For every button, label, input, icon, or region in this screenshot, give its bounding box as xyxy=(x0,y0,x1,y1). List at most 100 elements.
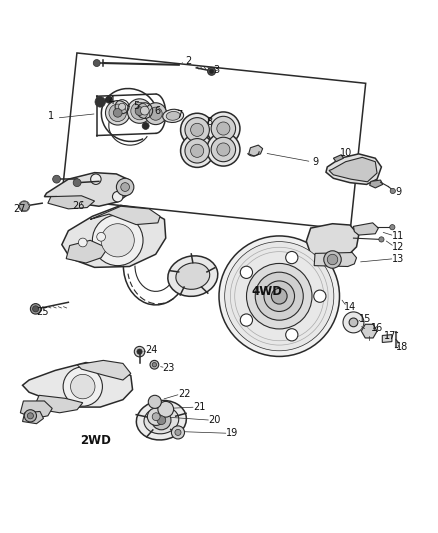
Circle shape xyxy=(211,138,236,161)
Text: 3: 3 xyxy=(214,65,220,75)
Circle shape xyxy=(240,266,253,278)
Polygon shape xyxy=(48,196,95,209)
Text: 12: 12 xyxy=(392,242,404,252)
Text: 16: 16 xyxy=(371,322,383,333)
Circle shape xyxy=(24,410,36,422)
Circle shape xyxy=(255,272,303,320)
Circle shape xyxy=(217,143,230,156)
Polygon shape xyxy=(33,395,83,413)
Circle shape xyxy=(117,179,134,196)
Ellipse shape xyxy=(144,407,179,434)
Text: 6: 6 xyxy=(154,106,160,116)
Circle shape xyxy=(180,113,214,147)
Ellipse shape xyxy=(166,111,180,120)
Circle shape xyxy=(180,134,214,167)
Circle shape xyxy=(185,139,209,163)
Circle shape xyxy=(142,123,149,130)
Circle shape xyxy=(53,175,60,183)
Polygon shape xyxy=(306,224,359,257)
Text: 22: 22 xyxy=(178,389,191,399)
Circle shape xyxy=(379,237,384,242)
Circle shape xyxy=(208,67,215,75)
Polygon shape xyxy=(326,154,381,184)
Circle shape xyxy=(247,263,312,329)
Polygon shape xyxy=(333,155,343,161)
Circle shape xyxy=(327,254,338,265)
Polygon shape xyxy=(329,157,377,182)
Text: 5: 5 xyxy=(133,101,139,111)
Circle shape xyxy=(121,183,130,191)
Circle shape xyxy=(217,122,230,135)
Circle shape xyxy=(95,96,106,107)
Circle shape xyxy=(141,106,149,115)
Polygon shape xyxy=(62,205,166,268)
Circle shape xyxy=(92,215,143,265)
Polygon shape xyxy=(44,173,131,206)
Circle shape xyxy=(106,96,113,103)
Circle shape xyxy=(135,107,144,116)
Polygon shape xyxy=(370,180,383,188)
Polygon shape xyxy=(77,360,131,380)
Circle shape xyxy=(73,179,81,187)
Circle shape xyxy=(211,116,236,141)
Circle shape xyxy=(32,306,39,312)
Circle shape xyxy=(175,430,181,435)
Text: 1: 1 xyxy=(48,111,54,121)
Circle shape xyxy=(148,408,165,425)
Text: 2WD: 2WD xyxy=(81,434,111,447)
Circle shape xyxy=(78,238,87,247)
Text: 24: 24 xyxy=(145,345,158,356)
Circle shape xyxy=(191,123,204,136)
Polygon shape xyxy=(90,206,160,224)
Circle shape xyxy=(207,112,240,145)
Circle shape xyxy=(185,118,209,142)
Text: 9: 9 xyxy=(395,187,401,197)
Circle shape xyxy=(137,349,142,354)
Text: 21: 21 xyxy=(193,402,205,412)
Circle shape xyxy=(97,232,106,241)
Polygon shape xyxy=(22,411,43,424)
Circle shape xyxy=(71,374,95,399)
Circle shape xyxy=(150,360,159,369)
Circle shape xyxy=(286,252,298,264)
Circle shape xyxy=(324,251,341,268)
Circle shape xyxy=(314,290,326,302)
Polygon shape xyxy=(249,145,263,156)
Circle shape xyxy=(157,416,166,425)
Text: 23: 23 xyxy=(162,363,175,373)
Text: 11: 11 xyxy=(392,231,404,241)
Circle shape xyxy=(101,224,134,257)
Text: 14: 14 xyxy=(344,302,356,312)
Ellipse shape xyxy=(136,400,187,440)
Text: 9: 9 xyxy=(312,157,318,167)
Circle shape xyxy=(148,395,161,408)
Polygon shape xyxy=(66,240,108,263)
Text: 26: 26 xyxy=(72,201,85,211)
Circle shape xyxy=(27,413,33,419)
Circle shape xyxy=(390,224,395,230)
Circle shape xyxy=(127,99,152,123)
Text: 4: 4 xyxy=(109,96,115,107)
Ellipse shape xyxy=(176,263,210,289)
Polygon shape xyxy=(314,253,357,266)
Circle shape xyxy=(207,133,240,166)
Text: 17: 17 xyxy=(384,332,396,341)
Circle shape xyxy=(209,69,214,74)
Circle shape xyxy=(149,107,162,120)
Circle shape xyxy=(152,362,156,367)
Circle shape xyxy=(63,367,102,406)
Polygon shape xyxy=(19,201,29,211)
Text: 18: 18 xyxy=(396,342,409,352)
Text: 10: 10 xyxy=(339,148,352,158)
Circle shape xyxy=(343,312,364,333)
Circle shape xyxy=(152,410,171,430)
Circle shape xyxy=(390,188,396,193)
Text: 25: 25 xyxy=(36,308,49,317)
Circle shape xyxy=(272,288,287,304)
Polygon shape xyxy=(20,401,52,418)
Circle shape xyxy=(145,103,166,125)
Circle shape xyxy=(240,314,253,326)
Polygon shape xyxy=(22,362,133,407)
Circle shape xyxy=(19,201,29,212)
Circle shape xyxy=(349,318,358,327)
